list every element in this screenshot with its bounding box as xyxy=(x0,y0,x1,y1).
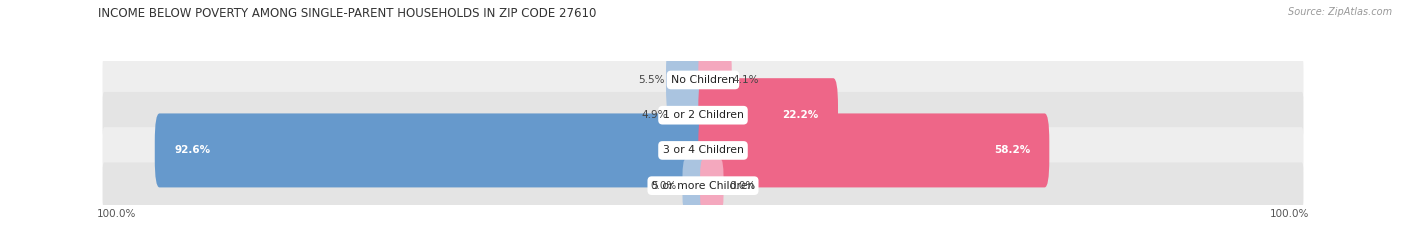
Text: 1 or 2 Children: 1 or 2 Children xyxy=(662,110,744,120)
Text: 0.0%: 0.0% xyxy=(651,181,676,191)
Text: INCOME BELOW POVERTY AMONG SINGLE-PARENT HOUSEHOLDS IN ZIP CODE 27610: INCOME BELOW POVERTY AMONG SINGLE-PARENT… xyxy=(98,7,596,20)
Text: 58.2%: 58.2% xyxy=(994,145,1031,155)
Text: 5 or more Children: 5 or more Children xyxy=(652,181,754,191)
Text: 92.6%: 92.6% xyxy=(174,145,211,155)
FancyBboxPatch shape xyxy=(103,92,1303,138)
Text: 4.9%: 4.9% xyxy=(643,110,668,120)
FancyBboxPatch shape xyxy=(103,162,1303,209)
FancyBboxPatch shape xyxy=(699,78,838,152)
FancyBboxPatch shape xyxy=(700,159,724,212)
Text: 0.0%: 0.0% xyxy=(730,181,755,191)
Text: No Children: No Children xyxy=(671,75,735,85)
FancyBboxPatch shape xyxy=(103,57,1303,103)
FancyBboxPatch shape xyxy=(682,159,706,212)
FancyBboxPatch shape xyxy=(699,43,731,117)
FancyBboxPatch shape xyxy=(155,113,707,187)
Text: Source: ZipAtlas.com: Source: ZipAtlas.com xyxy=(1288,7,1392,17)
Text: 22.2%: 22.2% xyxy=(782,110,818,120)
Text: 3 or 4 Children: 3 or 4 Children xyxy=(662,145,744,155)
FancyBboxPatch shape xyxy=(103,127,1303,174)
FancyBboxPatch shape xyxy=(669,78,707,152)
Text: 5.5%: 5.5% xyxy=(638,75,665,85)
FancyBboxPatch shape xyxy=(666,43,707,117)
Text: 4.1%: 4.1% xyxy=(733,75,759,85)
FancyBboxPatch shape xyxy=(699,113,1049,187)
